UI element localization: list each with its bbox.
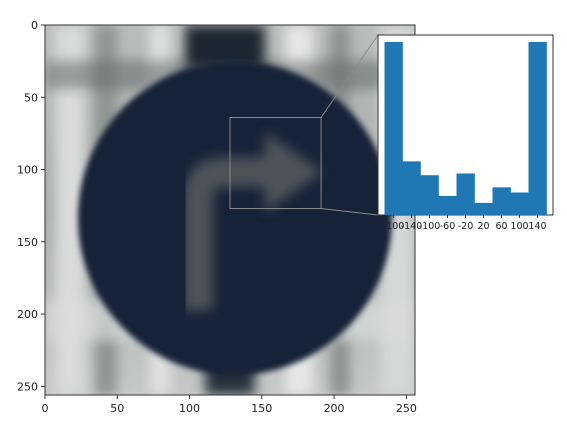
hist-tick-label: -100 (383, 221, 405, 232)
y-tick-label: 200 (17, 308, 38, 321)
inset-histogram: -100-140-100 -60 -20 20 60 100 140 (377, 34, 554, 232)
zoom-indicator (229, 34, 379, 216)
y-tick-label: 250 (17, 380, 38, 393)
x-axis: 0 50 100 150 200 250 (42, 395, 417, 415)
hist-tick-label: -140 (401, 221, 423, 232)
x-tick-label: 250 (396, 402, 417, 415)
histogram-bar (456, 173, 475, 215)
histogram-bar (402, 161, 421, 215)
y-tick-label: 100 (17, 164, 38, 177)
y-tick-label: 50 (24, 91, 38, 104)
histogram-bar (438, 195, 457, 215)
zoom-connector-line (320, 34, 379, 118)
histogram-bar (510, 192, 529, 215)
x-tick-label: 200 (324, 402, 345, 415)
hist-tick-label: -60 (440, 221, 456, 232)
histogram-bar (528, 42, 547, 215)
histogram-bar (492, 187, 511, 215)
histogram-bar (384, 42, 403, 215)
hist-tick-label: 60 (495, 221, 507, 232)
x-tick-label: 150 (251, 402, 272, 415)
histogram-bar (420, 175, 439, 215)
hist-tick-label: -20 (458, 221, 474, 232)
x-tick-label: 50 (110, 402, 124, 415)
hist-tick-label: 20 (477, 221, 489, 232)
y-axis: 0 50 100 150 200 250 (17, 19, 45, 393)
histogram-bar (474, 202, 493, 215)
hist-tick-label: 140 (528, 221, 546, 232)
y-tick-label: 150 (17, 236, 38, 249)
hist-tick-label: 100 (510, 221, 528, 232)
zoom-connector-line (320, 208, 379, 216)
zoom-rectangle (229, 117, 322, 210)
x-tick-label: 100 (179, 402, 200, 415)
x-tick-label: 0 (42, 402, 49, 415)
hist-tick-label: -100 (419, 221, 441, 232)
sign-image (45, 25, 415, 395)
y-tick-label: 0 (31, 19, 38, 32)
